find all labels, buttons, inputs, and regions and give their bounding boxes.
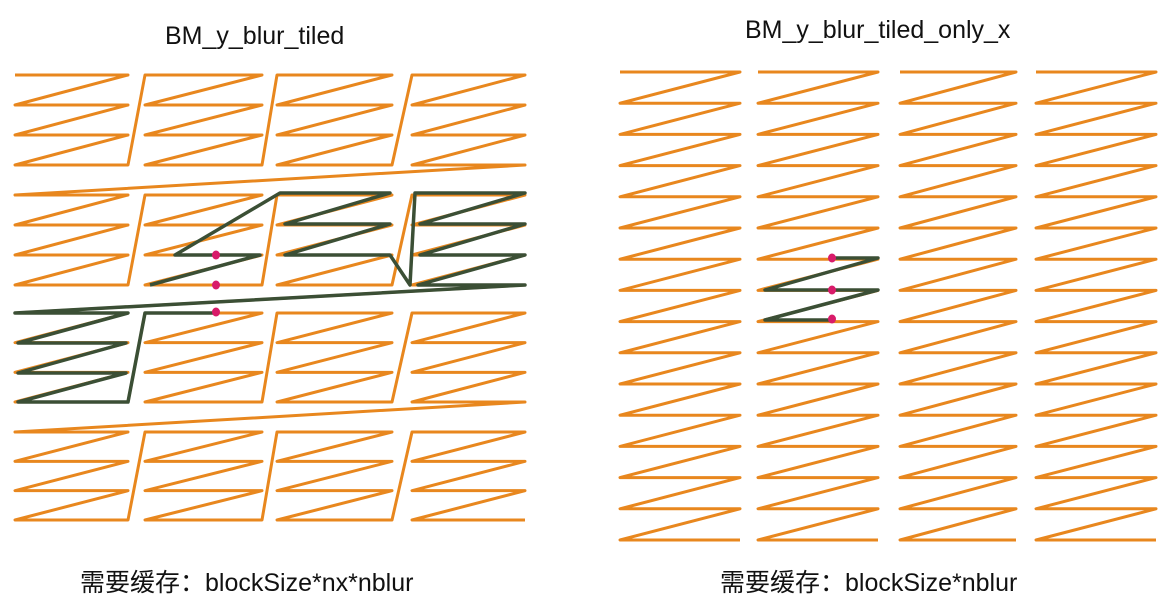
left-marker-3 (212, 307, 220, 317)
left-marker-1 (212, 250, 220, 260)
left-markers (212, 250, 220, 317)
right-green-path (763, 256, 880, 322)
right-highlighted-path (763, 256, 880, 322)
right-column-scan-1 (618, 70, 742, 542)
right-column-scan-3 (898, 70, 1018, 542)
left-highlighted-path (13, 191, 527, 404)
right-tile-scan-paths (618, 70, 1158, 542)
right-marker-2 (828, 285, 836, 295)
right-markers (828, 253, 836, 324)
right-diagram-title: BM_y_blur_tiled_only_x (745, 16, 1011, 44)
right-column-scan-4 (1034, 70, 1158, 542)
left-cache-caption: 需要缓存：blockSize*nx*nblur (80, 569, 414, 597)
left-diagram-title: BM_y_blur_tiled (165, 22, 345, 50)
right-cache-caption: 需要缓存：blockSize*nblur (720, 569, 1018, 597)
left-green-path (13, 191, 527, 404)
right-marker-3 (828, 314, 836, 324)
left-marker-2 (212, 280, 220, 290)
right-marker-1 (828, 253, 836, 263)
